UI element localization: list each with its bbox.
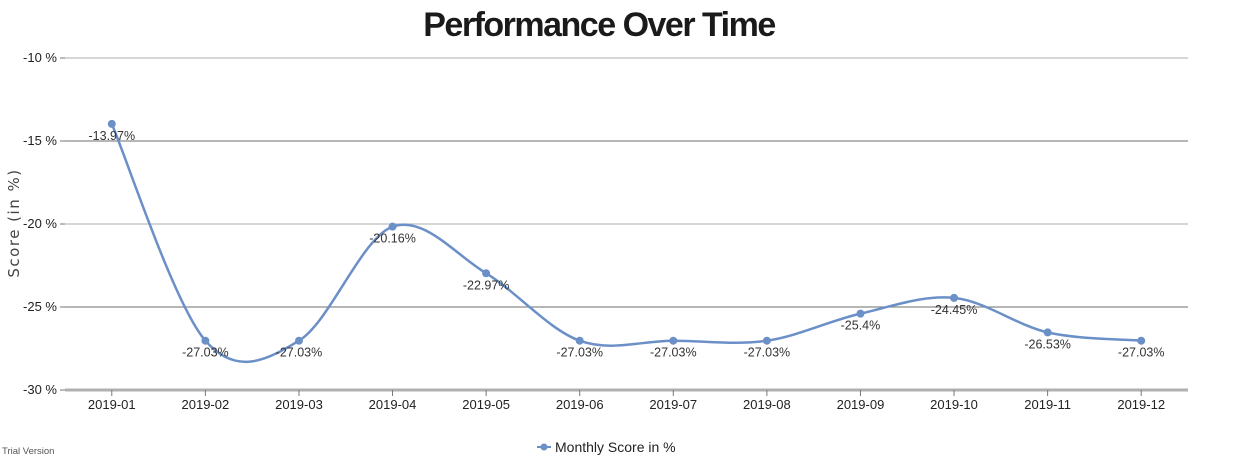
data-point[interactable] bbox=[107, 119, 116, 128]
data-point[interactable] bbox=[856, 309, 865, 318]
y-tick-label: -25 % bbox=[23, 299, 57, 314]
data-point[interactable] bbox=[294, 336, 303, 345]
legend-label: Monthly Score in % bbox=[555, 439, 676, 455]
y-axis-label: Score (in %) bbox=[5, 168, 23, 277]
x-tick-label: 2019-10 bbox=[930, 397, 978, 412]
data-label: -27.03% bbox=[744, 346, 791, 360]
x-tick-label: 2019-09 bbox=[837, 397, 885, 412]
data-point[interactable] bbox=[762, 336, 771, 345]
data-label: -26.53% bbox=[1024, 337, 1071, 351]
x-tick-label: 2019-07 bbox=[649, 397, 697, 412]
legend-dot-marker bbox=[540, 443, 548, 451]
y-tick-label: -30 % bbox=[23, 382, 57, 397]
x-tick-label: 2019-12 bbox=[1117, 397, 1165, 412]
data-point[interactable] bbox=[1043, 328, 1052, 337]
data-label: -27.03% bbox=[1118, 346, 1165, 360]
data-label: -27.03% bbox=[556, 346, 603, 360]
data-point[interactable] bbox=[201, 336, 210, 345]
y-tick-label: -10 % bbox=[23, 50, 57, 65]
trial-version-watermark: Trial Version bbox=[2, 446, 54, 457]
data-label: -24.45% bbox=[931, 303, 978, 317]
y-tick-label: -20 % bbox=[23, 216, 57, 231]
data-label: -27.03% bbox=[276, 346, 323, 360]
x-tick-label: 2019-04 bbox=[369, 397, 417, 412]
data-label: -20.16% bbox=[369, 232, 416, 246]
x-tick-label: 2019-06 bbox=[556, 397, 604, 412]
x-tick-label: 2019-01 bbox=[88, 397, 136, 412]
x-tick-label: 2019-08 bbox=[743, 397, 791, 412]
x-tick-label: 2019-05 bbox=[462, 397, 510, 412]
x-tick-label: 2019-11 bbox=[1024, 397, 1071, 412]
data-label: -27.03% bbox=[650, 346, 697, 360]
data-label: -27.03% bbox=[182, 346, 229, 360]
y-tick-label: -15 % bbox=[23, 133, 57, 148]
y-axis-ticks: -10 % -15 % -20 % -25 % -30 % bbox=[23, 50, 65, 397]
chart-title: Performance Over Time bbox=[423, 6, 775, 44]
data-point[interactable] bbox=[1137, 336, 1146, 345]
data-label: -22.97% bbox=[463, 278, 510, 292]
data-label: -13.97% bbox=[89, 129, 136, 143]
data-point[interactable] bbox=[669, 336, 678, 345]
x-tick-label: 2019-03 bbox=[275, 397, 323, 412]
data-point[interactable] bbox=[575, 336, 584, 345]
data-point[interactable] bbox=[950, 293, 959, 302]
x-axis: 2019-01 2019-02 2019-03 2019-04 2019-05 2019-… bbox=[88, 390, 1165, 412]
x-tick-label: 2019-02 bbox=[182, 397, 230, 412]
series-line bbox=[110, 123, 1142, 364]
series-monthly-score: -13.97% -27.03% -27.03% -20.16% -22.97% -27.0… bbox=[89, 119, 1165, 364]
grid-lines bbox=[65, 57, 1188, 392]
data-point[interactable] bbox=[388, 222, 397, 231]
data-label: -25.4% bbox=[841, 319, 881, 333]
data-point[interactable] bbox=[482, 269, 491, 278]
legend[interactable]: Monthly Score in % bbox=[537, 439, 676, 455]
